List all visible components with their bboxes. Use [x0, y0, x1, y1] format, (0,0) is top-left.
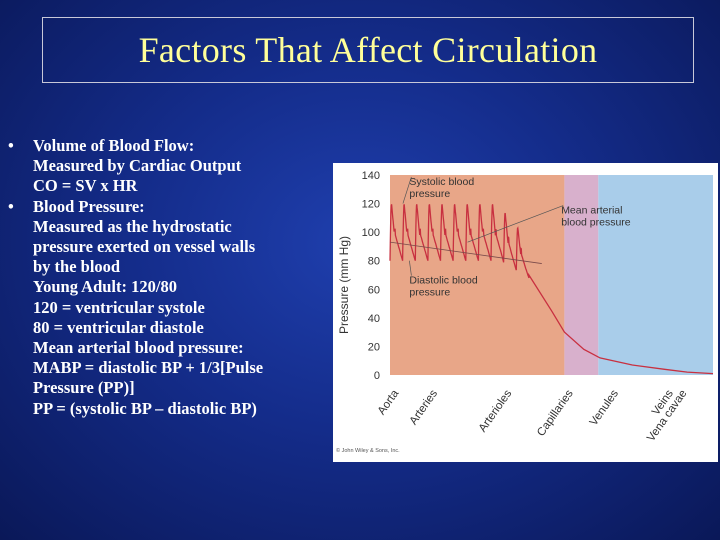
x-category-label: Arterioles [477, 388, 515, 435]
y-tick-label: 80 [368, 256, 380, 268]
bullet-line: pressure exerted on vessel walls [33, 237, 256, 257]
copyright-credit: © John Wiley & Sons, Inc. [336, 447, 400, 454]
annotation-diastolic: pressure [409, 287, 450, 299]
bullet-line: Young Adult: 120/80 [33, 277, 177, 297]
pressure-trace [389, 204, 714, 375]
x-category-label: Aorta [376, 387, 402, 417]
region-arteries [390, 175, 565, 375]
y-tick-label: 40 [368, 313, 380, 325]
y-tick-label: 120 [362, 199, 380, 211]
annotation-systolic: pressure [409, 188, 450, 200]
mean-arterial-line [389, 241, 542, 264]
region-veins [598, 175, 713, 375]
y-tick-label: 60 [368, 284, 380, 296]
bullet-line: Measured as the hydrostatic [33, 216, 232, 236]
y-tick-label: 100 [362, 227, 380, 239]
bullet-head-pressure: Blood Pressure: [33, 196, 145, 216]
bullet-line: 120 = ventricular systole [33, 297, 205, 317]
bullet-marker: • [8, 136, 14, 155]
annotation-mean-arterial: blood pressure [561, 217, 631, 229]
x-category-label: Arteries [408, 388, 441, 428]
bullet-line: MABP = diastolic BP + 1/3[Pulse [33, 358, 264, 378]
y-tick-label: 0 [374, 370, 380, 382]
bullet-line: Pressure (PP)] [33, 378, 135, 398]
bullet-item-flow: • Volume of Blood Flow: [6, 136, 331, 156]
bullet-line: by the blood [33, 257, 121, 277]
annotation-mean-arterial: Mean arterial [561, 205, 622, 217]
bullet-list: • Volume of Blood Flow: Measured by Card… [6, 136, 331, 419]
blood-pressure-chart: 0 20 40 60 80 100 120 140 Pressure (mm Hg) Systol… [336, 170, 714, 454]
bullet-line: Measured by Cardiac Output [33, 156, 242, 176]
bullet-head-flow: Volume of Blood Flow: [33, 136, 195, 155]
bullet-line: 80 = ventricular diastole [33, 317, 204, 337]
x-category-label: Venules [588, 388, 621, 429]
annotation-leader-systolic [402, 176, 412, 204]
y-axis-label: Pressure (mm Hg) [337, 236, 351, 334]
slide-title: Factors That Affect Circulation [138, 30, 598, 70]
y-tick-label: 140 [362, 170, 380, 182]
slide-title-box: Factors That Affect Circulation [42, 17, 694, 83]
bullet-line: PP = (systolic BP – diastolic BP) [33, 398, 257, 418]
bullet-item-pressure: • Blood Pressure: [6, 197, 331, 217]
annotation-systolic: Systolic blood [409, 176, 474, 188]
bullet-line: CO = SV x HR [33, 176, 138, 196]
region-capillaries [564, 175, 599, 375]
bullet-line: Mean arterial blood pressure: [33, 338, 244, 358]
y-tick-label: 20 [368, 341, 380, 353]
x-category-label: Capillaries [535, 388, 576, 439]
annotation-leader-mean-arterial [467, 205, 564, 243]
annotation-diastolic: Diastolic blood [409, 275, 477, 287]
annotation-leader-diastolic [409, 260, 412, 276]
bullet-marker: • [8, 196, 14, 216]
blood-pressure-figure: 0 20 40 60 80 100 120 140 Pressure (mm Hg) Systol… [333, 163, 718, 462]
